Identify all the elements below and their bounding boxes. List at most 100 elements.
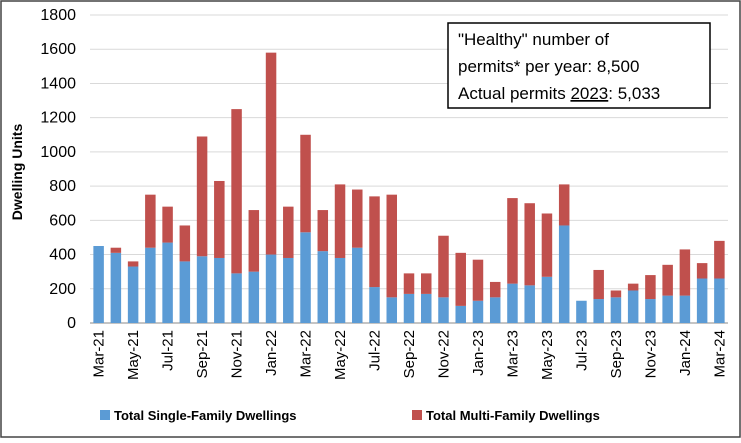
bar-multi-family (145, 194, 156, 248)
bar-single-family (679, 295, 691, 323)
bar-single-family (127, 266, 139, 323)
bar-single-family (386, 297, 398, 323)
bar-single-family (334, 257, 346, 323)
bar-multi-family (627, 283, 639, 291)
bar-multi-family (317, 210, 329, 252)
legend-swatch-multi-family (412, 410, 422, 420)
bar-multi-family (610, 290, 622, 298)
bar-single-family (179, 261, 191, 323)
bar-single-family (610, 297, 622, 323)
bar-multi-family (507, 198, 518, 284)
x-axis-ticks: Mar-21 May-21 Jul-21 Sep-21 Nov-21 Jan-22 Mar-… (91, 330, 729, 380)
bar-single-family (438, 297, 449, 323)
legend-label-single-family: Total Single-Family Dwellings (114, 408, 297, 423)
bar-multi-family (265, 52, 277, 255)
bar-single-family (455, 305, 466, 323)
x-tick-label: Jan-24 (677, 330, 694, 376)
bar-single-family (196, 256, 208, 323)
bar-multi-family (248, 210, 260, 272)
bar-single-family (662, 295, 673, 323)
annotation-line-3-suffix: : 5,033 (608, 84, 660, 103)
x-tick-label: May-23 (539, 330, 556, 380)
bar-single-family (576, 300, 587, 323)
x-tick-label: Sep-22 (401, 330, 418, 378)
bar-single-family (300, 232, 311, 323)
legend-swatch-single-family (100, 410, 110, 420)
bar-multi-family (110, 247, 122, 253)
bar-multi-family (679, 249, 691, 296)
annotation-line-3-prefix: Actual permits (458, 84, 570, 103)
bar-multi-family (472, 259, 484, 301)
bars-group (93, 52, 725, 323)
bar-multi-family (300, 134, 311, 233)
x-tick-label: Nov-22 (435, 330, 452, 378)
bar-single-family (110, 252, 122, 323)
bar-multi-family (455, 252, 466, 306)
bar-single-family (645, 299, 656, 323)
bar-multi-family (662, 264, 673, 296)
x-tick-label: Jan-22 (263, 330, 280, 376)
bar-single-family (593, 299, 604, 323)
x-tick-label: Sep-23 (608, 330, 625, 378)
x-tick-label: Nov-21 (229, 330, 246, 378)
bar-single-family (524, 285, 535, 323)
y-tick-label: 1000 (40, 144, 76, 161)
y-axis-ticks: 0 200 400 600 800 1000 1200 1400 1600 1800 (40, 7, 76, 332)
x-tick-label: May-21 (125, 330, 142, 380)
bar-single-family (162, 242, 173, 323)
y-tick-label: 1600 (40, 41, 76, 58)
bar-single-family (541, 276, 553, 323)
y-tick-label: 200 (49, 281, 76, 298)
bar-multi-family (162, 206, 173, 243)
x-tick-label: Mar-22 (298, 330, 315, 378)
bar-multi-family (214, 180, 225, 258)
bar-multi-family (714, 240, 725, 279)
bar-multi-family (403, 273, 415, 294)
bar-multi-family (283, 206, 294, 258)
bar-multi-family (438, 235, 449, 298)
annotation-year: 2023 (570, 84, 608, 103)
bar-single-family (558, 225, 570, 323)
bar-multi-family (541, 213, 553, 277)
bar-multi-family (334, 184, 346, 258)
bar-single-family (627, 290, 639, 323)
bar-single-family (265, 254, 277, 323)
bar-multi-family (645, 275, 656, 300)
x-tick-label: Mar-21 (91, 330, 108, 378)
y-tick-label: 800 (49, 178, 76, 195)
bar-single-family (145, 247, 156, 323)
bar-multi-family (420, 273, 432, 294)
bar-multi-family (352, 189, 363, 248)
bar-single-family (214, 257, 225, 323)
legend-label-multi-family: Total Multi-Family Dwellings (426, 408, 600, 423)
y-tick-label: 1200 (40, 110, 76, 127)
y-tick-label: 600 (49, 212, 76, 229)
gridlines (90, 14, 728, 324)
bar-multi-family (593, 269, 604, 300)
bar-single-family (231, 273, 242, 323)
annotation-line-3: Actual permits 2023: 5,033 (458, 84, 660, 103)
x-tick-label: Jan-23 (470, 330, 487, 376)
bar-multi-family (489, 281, 501, 298)
bar-multi-family (524, 203, 535, 286)
x-tick-label: Sep-21 (194, 330, 211, 378)
annotation-line-1: "Healthy" number of (458, 30, 609, 49)
bar-single-family (420, 293, 432, 323)
x-tick-label: Mar-24 (711, 330, 728, 378)
y-tick-label: 400 (49, 247, 76, 264)
bar-multi-family (196, 136, 208, 257)
x-tick-label: Jul-23 (573, 330, 590, 371)
bar-single-family (317, 251, 329, 323)
bar-single-family (403, 293, 415, 323)
y-tick-label: 1400 (40, 75, 76, 92)
annotation-box (447, 22, 711, 109)
bar-multi-family (369, 196, 380, 288)
bar-multi-family (179, 225, 191, 262)
bar-multi-family (696, 263, 708, 279)
x-tick-label: Nov-23 (642, 330, 659, 378)
x-tick-label: Mar-23 (504, 330, 521, 378)
y-tick-label: 0 (67, 315, 76, 332)
bar-multi-family (231, 109, 242, 274)
x-tick-label: May-22 (332, 330, 349, 380)
